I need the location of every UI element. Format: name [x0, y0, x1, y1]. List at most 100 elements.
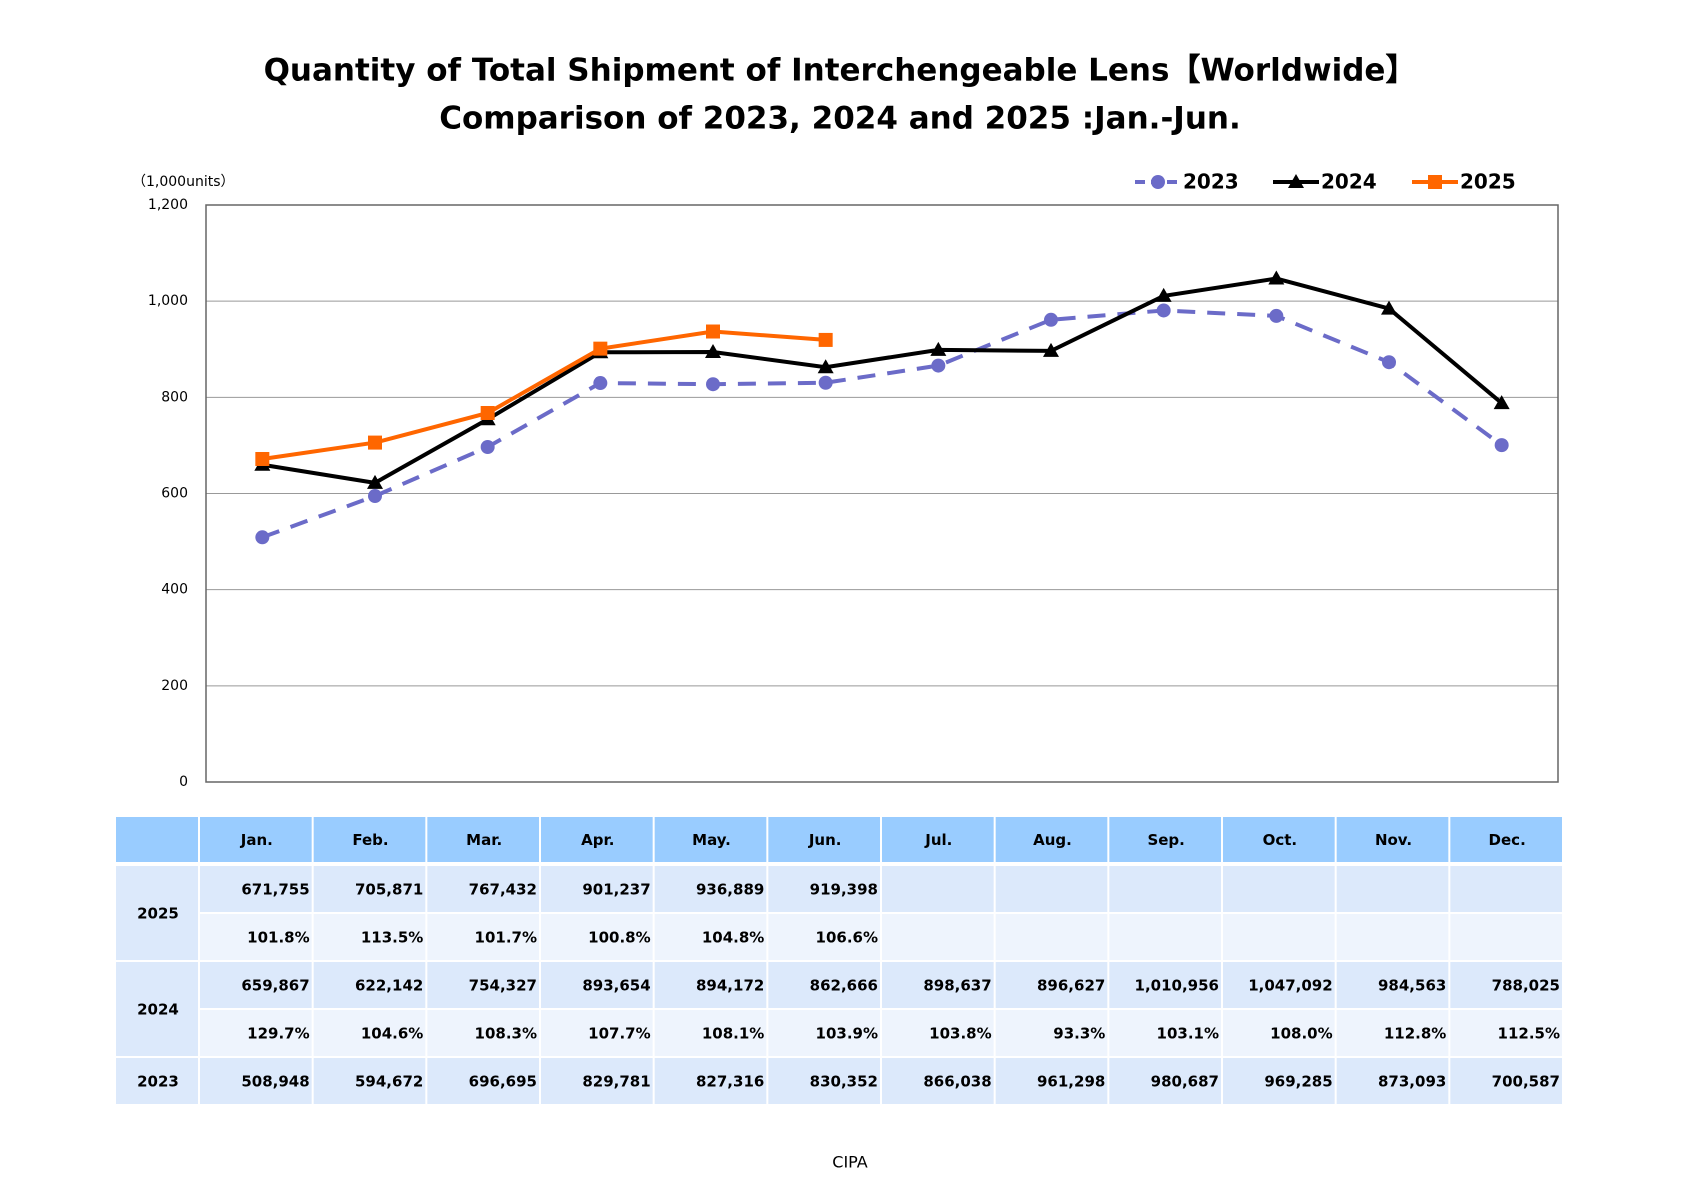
chart-title: Quantity of Total Shipment of Intercheng… [264, 53, 1417, 89]
table-value: 129.7% [247, 1025, 309, 1043]
table-header: Nov. [1375, 831, 1412, 849]
table-value: 113.5% [361, 929, 423, 947]
table-cell [768, 1058, 880, 1104]
table-value: 827,316 [696, 1073, 764, 1091]
table-value: 829,781 [582, 1073, 650, 1091]
table-cell [995, 1010, 1108, 1056]
table-header: May. [692, 831, 731, 849]
table-cell [1336, 962, 1449, 1008]
table-value: 93.3% [1053, 1025, 1105, 1043]
marker [818, 332, 833, 347]
marker [593, 376, 608, 391]
table-cell [654, 962, 767, 1008]
table-value: 104.8% [702, 929, 764, 947]
table-cell [116, 817, 198, 862]
y-tick-label: 200 [161, 678, 188, 694]
table-value: 622,142 [355, 977, 423, 995]
table-cell [1336, 914, 1449, 960]
table-cell [995, 817, 1108, 862]
marker [1381, 300, 1397, 315]
marker [1151, 175, 1165, 189]
table-header: Aug. [1033, 831, 1072, 849]
table-value: 108.3% [475, 1025, 537, 1043]
table-cell [1336, 817, 1449, 862]
table-header: Oct. [1263, 831, 1298, 849]
table-cell [1223, 1010, 1335, 1056]
table-value: 700,587 [1492, 1073, 1560, 1091]
table-cell [200, 1010, 312, 1056]
table-cell [882, 1010, 994, 1056]
table-value: 103.9% [816, 1025, 878, 1043]
table-cell [313, 866, 426, 912]
table-cell [1223, 866, 1335, 912]
table-cell [1109, 962, 1221, 1008]
table-header: Sep. [1147, 831, 1184, 849]
table-cell [654, 1058, 767, 1104]
table-value: 107.7% [588, 1025, 650, 1043]
table-cell [882, 817, 994, 862]
y-tick-label: 400 [161, 582, 188, 598]
table-cell [1223, 817, 1335, 862]
table-value: 101.7% [475, 929, 537, 947]
table-cell [313, 1058, 426, 1104]
table-value: 101.8% [247, 929, 309, 947]
marker [930, 341, 947, 356]
table-cell [1223, 962, 1335, 1008]
y-tick-label: 800 [161, 389, 188, 405]
table-cell [427, 962, 539, 1008]
table-cell [995, 962, 1108, 1008]
y-tick-label: 1,200 [148, 197, 188, 213]
marker [1043, 342, 1059, 357]
marker [1156, 303, 1171, 318]
table-cell [1109, 866, 1221, 912]
table-header: Feb. [352, 831, 388, 849]
row-label: 2023 [137, 1073, 179, 1091]
table-value: 508,948 [241, 1073, 309, 1091]
table-cell [313, 1010, 426, 1056]
table-cell [116, 866, 198, 960]
table-value: 104.6% [361, 1025, 423, 1043]
plot-frame [205, 204, 1559, 783]
table-header: Dec. [1489, 831, 1526, 849]
table-cell [1223, 914, 1335, 960]
table-value: 696,695 [469, 1073, 537, 1091]
table-cell [313, 962, 426, 1008]
table-cell [541, 962, 653, 1008]
table-cell [541, 1058, 653, 1104]
table-value: 108.1% [702, 1025, 764, 1043]
marker [367, 474, 383, 489]
table-cell [427, 1010, 539, 1056]
table-header: Mar. [466, 831, 502, 849]
table-cell [1336, 866, 1449, 912]
table-cell [768, 866, 880, 912]
table-value: 893,654 [582, 977, 650, 995]
table-value: 106.6% [816, 929, 878, 947]
table-cell [200, 962, 312, 1008]
table-cell [1336, 1010, 1449, 1056]
marker [817, 359, 834, 374]
table-cell [654, 914, 767, 960]
table-value: 112.8% [1384, 1025, 1446, 1043]
legend-label: 2024 [1321, 170, 1377, 194]
table-cell [654, 817, 767, 862]
table-value: 969,285 [1264, 1073, 1332, 1091]
marker [255, 530, 270, 545]
table-cell [200, 866, 312, 912]
marker [705, 344, 721, 359]
y-tick-label: 1,000 [148, 293, 188, 309]
table-value: 898,637 [923, 977, 991, 995]
legend-label: 2023 [1183, 170, 1239, 194]
table-cell [768, 817, 880, 862]
table-cell [882, 866, 994, 912]
marker [480, 440, 495, 455]
table-cell [768, 962, 880, 1008]
table-cell [116, 1058, 198, 1104]
table-value: 767,432 [469, 881, 537, 899]
chart-subtitle: Comparison of 2023, 2024 and 2025 :Jan.-… [439, 101, 1241, 137]
table-cell [1109, 817, 1221, 862]
legend-label: 2025 [1460, 170, 1516, 194]
table-cell [1450, 962, 1562, 1008]
table-cell [313, 914, 426, 960]
table-header: Jun. [808, 831, 842, 849]
y-tick-label: 600 [161, 486, 188, 502]
